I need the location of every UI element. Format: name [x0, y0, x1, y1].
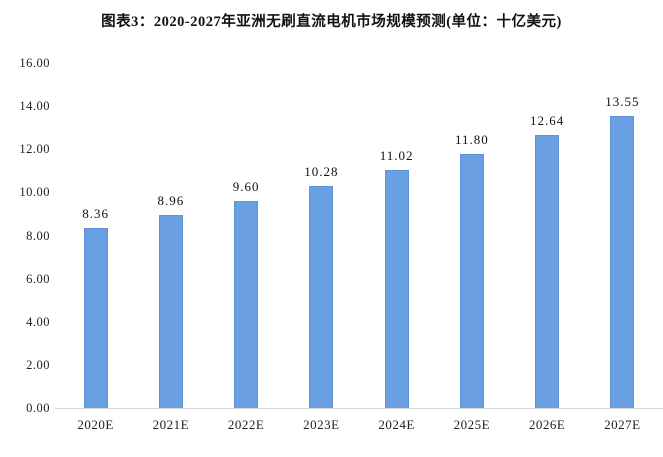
bar-value-label: 11.80	[454, 131, 489, 147]
bar-2020E	[83, 227, 108, 408]
bar-value-label: 13.55	[605, 93, 640, 109]
x-axis-category-label: 2024E	[378, 417, 415, 432]
x-axis-line	[55, 408, 663, 409]
bar-value-label: 12.64	[530, 113, 565, 129]
bar-2024E	[384, 170, 409, 408]
x-axis-category-label: 2022E	[227, 417, 265, 432]
y-axis-tick-label: 0.00	[26, 401, 50, 415]
x-axis-category-label: 2026E	[528, 417, 566, 432]
y-axis-tick-label: 14.00	[19, 99, 50, 114]
chart-title: 图表3：2020-2027年亚洲无刷直流电机市场规模预测(单位：十亿美元)	[101, 14, 562, 30]
y-axis-tick-label: 6.00	[26, 271, 50, 286]
bar-2021E	[158, 214, 183, 408]
y-axis-tick-label: 10.00	[19, 185, 50, 200]
bar-2025E	[459, 153, 484, 408]
bar-2023E	[309, 186, 334, 408]
y-axis-tick-label: 16.00	[19, 56, 50, 70]
bar-value-label: 10.28	[304, 164, 339, 180]
x-axis-category-label: 2020E	[77, 417, 114, 432]
y-axis-tick-label: 12.00	[19, 142, 50, 157]
y-axis-tick-label: 2.00	[26, 357, 50, 372]
x-axis-category-label: 2023E	[303, 417, 340, 432]
bar-value-label: 11.02	[379, 148, 414, 164]
bar-value-label: 8.36	[82, 205, 109, 221]
bar-value-label: 9.60	[232, 179, 260, 194]
x-axis-category-label: 2021E	[152, 417, 190, 432]
y-axis-tick-label: 4.00	[26, 314, 50, 329]
x-axis-category-label: 2025E	[453, 417, 491, 432]
bar-2026E	[535, 135, 560, 408]
y-axis-tick-label: 8.00	[26, 228, 50, 243]
bar-2022E	[234, 201, 259, 408]
x-axis-category-label: 2027E	[604, 417, 641, 432]
bar-value-label: 8.96	[157, 192, 185, 208]
bar-2027E	[610, 115, 635, 408]
